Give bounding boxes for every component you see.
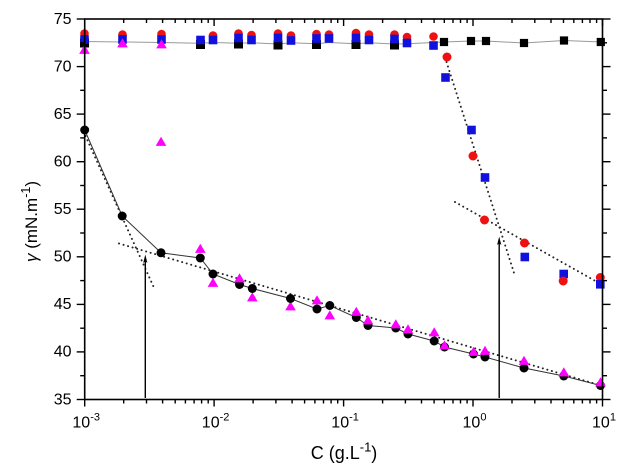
svg-text:75: 75 bbox=[54, 11, 72, 28]
svg-text:45: 45 bbox=[54, 296, 72, 313]
svg-text:55: 55 bbox=[54, 201, 72, 218]
svg-text:65: 65 bbox=[54, 106, 72, 123]
svg-text:35: 35 bbox=[54, 391, 72, 408]
svg-text:60: 60 bbox=[54, 154, 72, 171]
svg-text:50: 50 bbox=[54, 249, 72, 266]
svg-text:γ (mN.m-1): γ (mN.m-1) bbox=[19, 181, 41, 262]
svg-text:40: 40 bbox=[54, 344, 72, 361]
svg-text:70: 70 bbox=[54, 58, 72, 75]
